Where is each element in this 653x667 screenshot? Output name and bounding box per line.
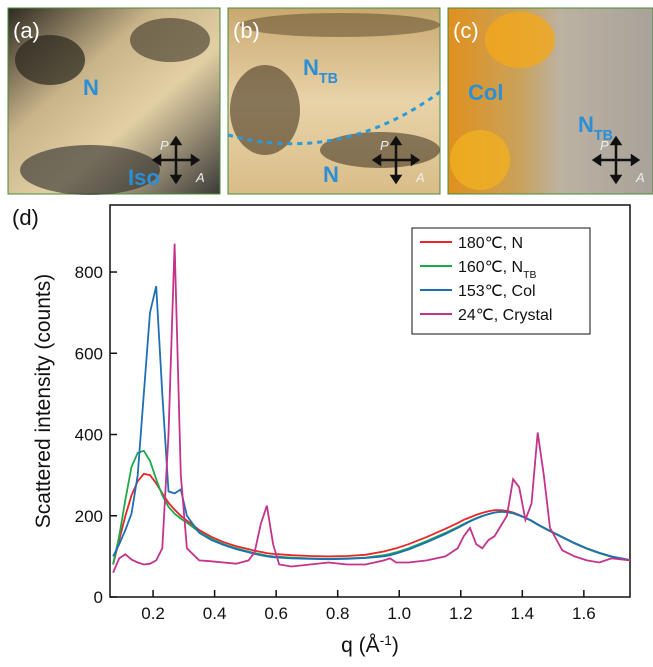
text-main: 153℃, Col (458, 283, 536, 300)
legend-label: 180℃, N (458, 235, 523, 252)
analyzer-label: A (415, 170, 425, 185)
y-tick-label: 0 (94, 588, 103, 607)
subscript: TB (594, 128, 613, 144)
text-main: N (83, 75, 99, 100)
phase-label: N (83, 75, 99, 100)
legend-label: 160℃, NTB (458, 259, 536, 281)
x-tick-label: 0.6 (264, 604, 288, 623)
text-main: Col (468, 80, 503, 105)
data-line (112, 285, 631, 561)
x-tick-label: 1.0 (387, 604, 411, 623)
x-tick-label: 0.4 (203, 604, 227, 623)
text-main: q (Å (341, 634, 380, 657)
legend-label: 24℃, Crystal (458, 307, 552, 324)
micrograph-b (227, 7, 441, 195)
phase-label: N (323, 162, 339, 187)
x-tick-label: 1.4 (510, 604, 534, 623)
y-tick-label: 400 (75, 426, 103, 445)
text-main: N (323, 162, 339, 187)
analyzer-label: A (635, 170, 645, 185)
legend-box (411, 227, 591, 335)
polarizer-cross (371, 135, 421, 185)
y-tick-label: 800 (75, 263, 103, 282)
x-axis-label: q (Å-1) (341, 633, 399, 658)
panel-label: (c) (453, 18, 479, 43)
polarizer-cross (591, 135, 641, 185)
phase-label: Col (468, 80, 503, 105)
phase-label: Iso (128, 165, 160, 190)
plot-frame (109, 204, 631, 598)
polarizer-label: P (380, 138, 389, 153)
x-tick-label: 0.8 (326, 604, 350, 623)
y-axis-label: Scattered intensity (counts) (32, 274, 55, 528)
x-tick-label: 0.2 (141, 604, 165, 623)
x-tick-label: 1.2 (449, 604, 473, 623)
text-main: 160℃, N (458, 259, 523, 276)
polarizer-label: P (600, 138, 609, 153)
subscript: TB (319, 71, 338, 87)
micrograph-a (7, 7, 221, 195)
y-tick-label: 600 (75, 344, 103, 363)
superscript: -1 (380, 633, 392, 648)
analyzer-label: A (195, 170, 205, 185)
legend-label: 153℃, Col (458, 283, 536, 300)
text-main: 180℃, N (458, 235, 523, 252)
polarizer-cross (151, 135, 201, 185)
panel-label: (b) (233, 18, 260, 43)
text-main: Iso (128, 165, 160, 190)
panel-label: (a) (13, 18, 40, 43)
text-main: N (578, 112, 594, 137)
panel-label: (d) (12, 205, 39, 230)
subscript: TB (523, 270, 536, 281)
polarizer-label: P (160, 138, 169, 153)
x-tick-label: 1.6 (572, 604, 596, 623)
text-main: 24℃, Crystal (458, 307, 552, 324)
text-main: N (303, 55, 319, 80)
data-line (112, 243, 631, 573)
micrograph-c (447, 7, 653, 195)
phase-label: NTB (578, 112, 613, 144)
y-tick-label: 200 (75, 507, 103, 526)
data-line (112, 449, 631, 565)
text-main: ) (392, 634, 399, 657)
phase-label: NTB (303, 55, 338, 87)
